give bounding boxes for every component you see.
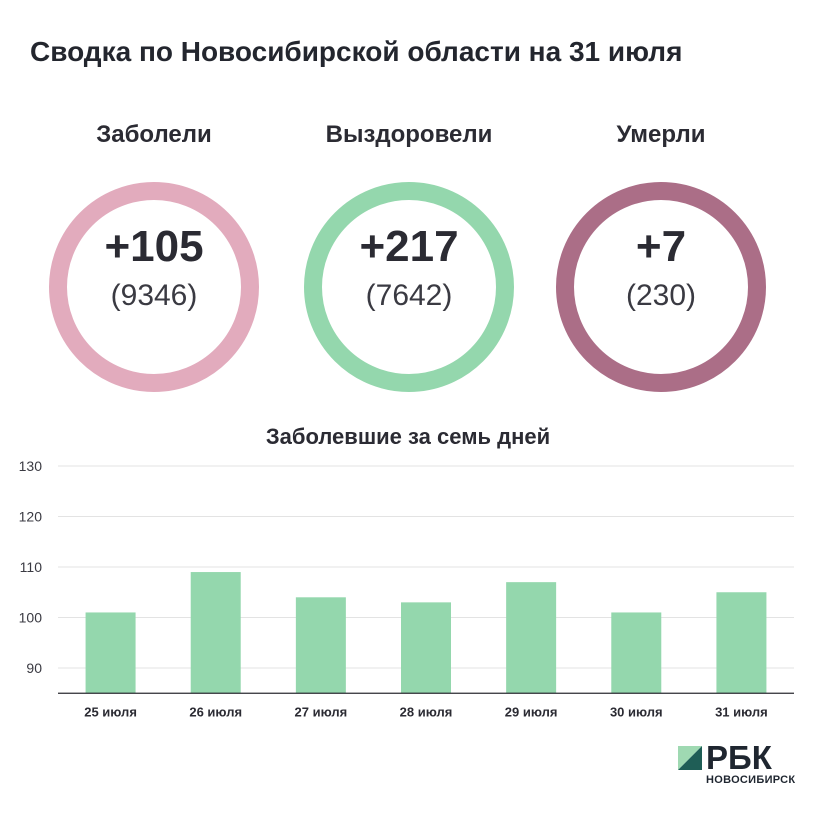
stat-dead: Умерли +7 (230) [531, 118, 791, 392]
x-tick-label: 25 июля [84, 704, 137, 719]
y-tick-label: 130 [19, 458, 43, 474]
rbc-logo: РБК НОВОСИБИРСК [678, 740, 808, 790]
stat-recovered-total: (7642) [365, 279, 453, 312]
stat-recovered-delta: +217 [359, 222, 459, 271]
chart-title: Заболевшие за семь дней [265, 424, 551, 449]
stat-recovered-label: Выздоровели [325, 121, 493, 148]
stat-dead-total: (230) [625, 279, 697, 312]
stat-sick-ring: +105 (9346) [49, 182, 259, 392]
stat-dead-label: Умерли [616, 121, 706, 148]
y-tick-label: 90 [26, 660, 42, 676]
bar-chart: 90 100 110 120 130 25 июля 26 июля 27 июля 28 ию… [19, 458, 794, 719]
stat-sick-label: Заболели [96, 121, 212, 148]
stat-sick-delta: +105 [104, 222, 204, 271]
bar-31-июля [716, 592, 767, 694]
bar-25-июля [85, 612, 136, 694]
bar-27-июля [295, 597, 346, 694]
bar-30-июля [611, 612, 662, 694]
y-tick-label: 110 [20, 559, 43, 575]
x-tick-label: 28 июля [400, 704, 453, 719]
logo-text: РБК [706, 739, 772, 776]
rbc-logo-icon [678, 746, 702, 770]
stat-sick: Заболели +105 (9346) [24, 118, 284, 392]
y-tick-label: 120 [19, 509, 43, 525]
bar-26-июля [190, 572, 241, 694]
stat-dead-delta: +7 [635, 222, 687, 271]
bar-29-июля [506, 582, 557, 694]
stat-recovered-ring: +217 (7642) [304, 182, 514, 392]
stat-sick-total: (9346) [110, 279, 198, 312]
stat-dead-ring: +7 (230) [556, 182, 766, 392]
logo-subtitle: НОВОСИБИРСК [706, 774, 796, 786]
x-tick-label: 26 июля [189, 704, 242, 719]
x-tick-label: 27 июля [295, 704, 348, 719]
y-tick-label: 100 [19, 610, 43, 626]
stat-recovered: Выздоровели +217 (7642) [279, 118, 539, 392]
x-tick-label: 30 июля [610, 704, 663, 719]
page-title: Сводка по Новосибирской области на 31 ию… [30, 36, 683, 67]
bar-28-июля [401, 602, 451, 694]
x-tick-label: 31 июля [715, 704, 768, 719]
x-tick-label: 29 июля [505, 704, 558, 719]
